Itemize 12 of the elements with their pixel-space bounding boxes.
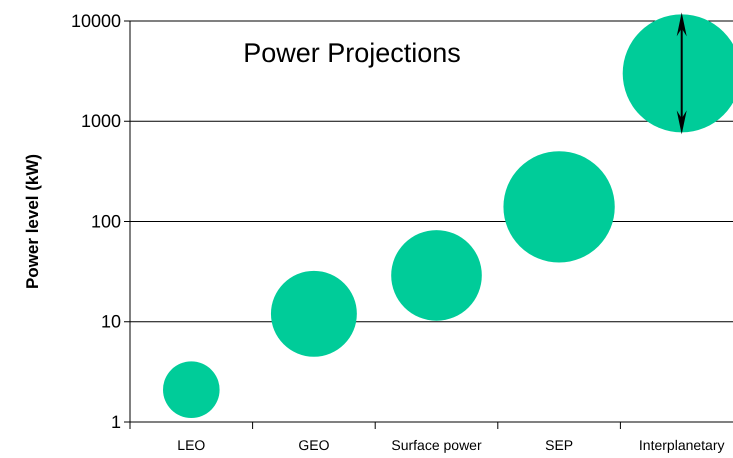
x-tick-label: Surface power (391, 436, 482, 453)
x-tick-label: LEO (177, 436, 206, 453)
y-tick-label: 1000 (80, 111, 121, 132)
x-tick-label: Interplanetary (638, 436, 725, 453)
x-tick-label: GEO (298, 436, 330, 453)
y-axis-title: Power level (kW) (23, 154, 42, 290)
y-tick-label: 1 (110, 412, 121, 432)
y-tick-label: 10000 (70, 10, 121, 31)
text: Power Projections (243, 38, 461, 68)
y-tick-label: 100 (90, 211, 121, 232)
y-tick-label: 10 (100, 312, 121, 332)
x-tick-label: SEP (545, 436, 574, 453)
